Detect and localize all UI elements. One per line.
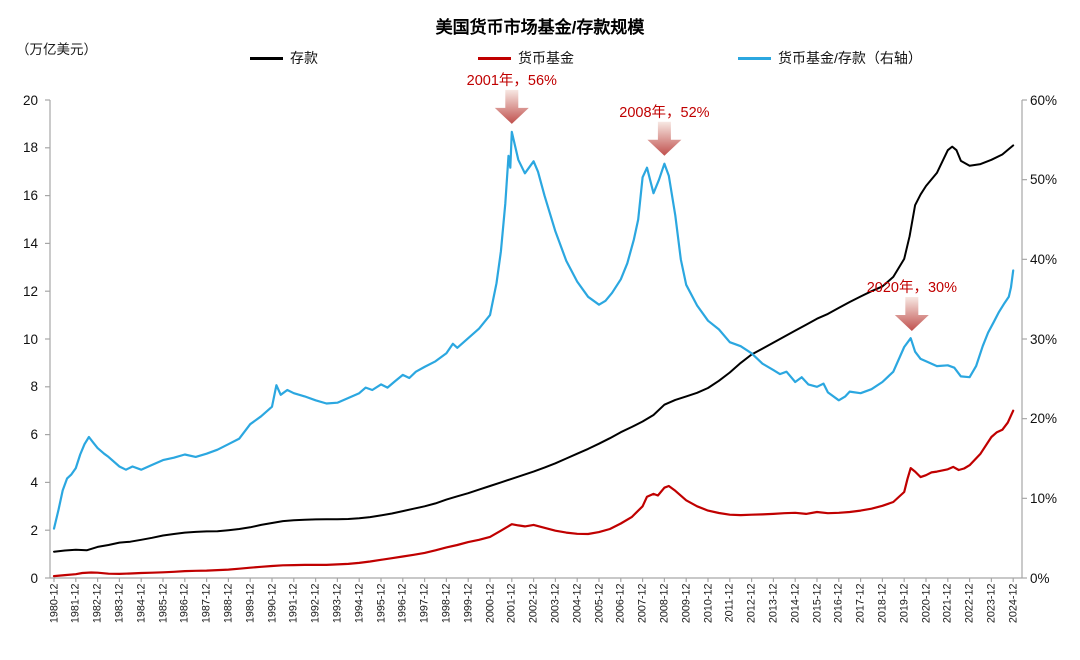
left-axis-tick-label: 14 <box>22 235 38 251</box>
page-title: 美国货币市场基金/存款规模 <box>435 18 645 37</box>
left-axis-tick-label: 16 <box>22 188 38 204</box>
x-axis-tick-label: 2020-12 <box>920 583 932 624</box>
x-axis-tick-label: 1984-12 <box>135 583 148 624</box>
x-axis-tick-label: 1989-12 <box>244 583 257 624</box>
x-axis-tick-label: 1985-12 <box>157 583 169 624</box>
x-axis-tick-label: 1997-12 <box>418 583 431 624</box>
x-axis-tick-label: 1999-12 <box>462 583 475 624</box>
left-axis-tick-label: 18 <box>22 140 38 156</box>
x-axis-tick-label: 1995-12 <box>375 583 387 624</box>
left-axis-tick-label: 10 <box>22 331 38 347</box>
x-axis-tick-label: 2015-12 <box>811 583 823 624</box>
left-axis-tick-label: 6 <box>30 427 38 443</box>
x-axis-tick-label: 1986-12 <box>178 583 191 624</box>
left-axis-tick-label: 20 <box>22 92 38 108</box>
money-fund-line-swatch-icon <box>478 56 511 60</box>
x-axis-tick-label: 1990-12 <box>266 583 278 624</box>
x-axis-tick-label: 1987-12 <box>200 583 213 624</box>
right-axis-tick-label: 60% <box>1030 92 1058 108</box>
x-axis-tick-label: 2006-12 <box>614 583 627 624</box>
left-axis-tick-label: 4 <box>30 474 38 490</box>
left-axis-tick-label: 0 <box>30 570 38 586</box>
x-axis-tick-label: 2024-12 <box>1007 583 1020 624</box>
money-fund-line <box>52 409 1015 578</box>
callout-arrow-down-icon <box>894 297 929 331</box>
x-axis-tick-label: 2019-12 <box>898 583 911 624</box>
legend-label-money-fund: 货币基金 <box>518 50 574 66</box>
legend-item-deposits: 存款 <box>250 49 318 67</box>
deposits-line <box>53 144 1015 553</box>
left-axis-tick-label: 12 <box>22 283 38 299</box>
x-axis-tick-label: 2007-12 <box>636 583 649 624</box>
legend-label-ratio: 货币基金/存款（右轴） <box>778 50 922 66</box>
x-axis-tick-label: 1994-12 <box>353 583 366 624</box>
deposits-line-swatch-icon <box>250 56 283 60</box>
x-axis-tick-label: 2003-12 <box>549 583 562 624</box>
callout-arrow-down-icon <box>647 121 682 156</box>
x-axis-tick-label: 1996-12 <box>396 583 409 624</box>
callout-label-2: 2020年，30% <box>866 280 957 296</box>
x-axis-tick-label: 2004-12 <box>571 583 584 624</box>
right-axis-tick-label: 0% <box>1030 570 1050 586</box>
callout-arrow-down-icon <box>494 89 529 124</box>
x-axis-tick-label: 2017-12 <box>854 583 867 624</box>
left-axis-tick-label: 2 <box>30 522 38 538</box>
x-axis-tick-label: 1993-12 <box>331 583 344 624</box>
x-axis-tick-label: 2013-12 <box>767 583 780 624</box>
right-axis-tick-label: 30% <box>1030 331 1058 347</box>
x-axis-tick-label: 1982-12 <box>91 583 104 624</box>
x-axis-tick-label: 2014-12 <box>789 583 802 624</box>
x-axis-tick-label: 1998-12 <box>440 583 453 624</box>
x-axis-tick-label: 2009-12 <box>680 583 693 624</box>
x-axis-tick-label: 2005-12 <box>593 583 605 624</box>
x-axis-tick-label: 1988-12 <box>222 583 235 624</box>
x-axis-tick-label: 2002-12 <box>527 583 540 624</box>
left-axis-tick-label: 8 <box>30 379 38 395</box>
x-axis-tick-label: 2011-12 <box>723 583 736 623</box>
x-axis-tick-label: 2010-12 <box>702 583 714 624</box>
x-axis-tick-label: 1980-12 <box>48 583 60 624</box>
callout-label-1: 2008年，52% <box>619 104 710 121</box>
legend-item-ratio: 货币基金/存款（右轴） <box>738 49 922 67</box>
legend-label-deposits: 存款 <box>290 50 318 66</box>
right-axis-tick-label: 50% <box>1030 172 1058 188</box>
right-axis-tick-label: 20% <box>1030 411 1058 427</box>
x-axis-tick-label: 2001-12 <box>505 583 518 624</box>
x-axis-tick-label: 2008-12 <box>658 583 671 624</box>
ratio-line <box>52 130 1015 530</box>
x-axis-tick-label: 1991-12 <box>287 583 300 624</box>
x-axis-tick-label: 2023-12 <box>985 583 998 624</box>
x-axis-tick-label: 1992-12 <box>309 583 322 624</box>
x-axis-tick-label: 1981-12 <box>69 583 82 624</box>
unit-label: （万亿美元） <box>16 42 97 57</box>
x-axis-tick-label: 2018-12 <box>876 583 889 624</box>
right-axis-tick-label: 40% <box>1030 251 1058 267</box>
ratio-line-swatch-icon <box>738 56 771 60</box>
x-axis-tick-label: 1983-12 <box>113 583 126 624</box>
callout-label-0: 2001年，56% <box>466 72 557 89</box>
x-axis-tick-label: 2012-12 <box>745 583 758 624</box>
x-axis-tick-label: 2000-12 <box>484 583 496 624</box>
x-axis-tick-label: 2022-12 <box>963 583 976 624</box>
x-axis-tick-label: 2016-12 <box>832 583 845 624</box>
legend-item-money-fund: 货币基金 <box>478 49 574 67</box>
x-axis-tick-label: 2021-12 <box>941 583 954 624</box>
legend: 存款 货币基金 货币基金/存款（右轴） <box>0 49 1080 67</box>
right-axis-tick-label: 10% <box>1030 490 1058 506</box>
